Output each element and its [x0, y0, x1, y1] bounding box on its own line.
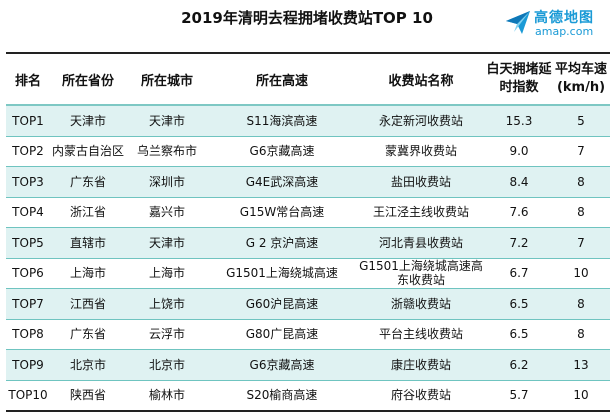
- cell-city: 嘉兴市: [126, 197, 208, 228]
- cell-city: 榆林市: [126, 380, 208, 412]
- cell-station: 蒙冀界收费站: [356, 136, 486, 167]
- cell-city: 深圳市: [126, 166, 208, 198]
- cell-rank: TOP10: [6, 380, 50, 412]
- cell-province: 江西省: [50, 288, 126, 320]
- table-row: TOP1 天津市 天津市 S11海滨高速 永定新河收费站 15.3 5: [6, 105, 610, 137]
- cell-station: 浙赣收费站: [356, 288, 486, 320]
- cell-delay-index: 5.7: [486, 380, 552, 412]
- cell-city: 乌兰察布市: [126, 136, 208, 167]
- cell-station: 平台主线收费站: [356, 319, 486, 350]
- cell-highway: S11海滨高速: [208, 105, 356, 137]
- table-row: TOP2 内蒙古自治区 乌兰察布市 G6京藏高速 蒙冀界收费站 9.0 7: [6, 136, 610, 167]
- cell-station: 河北青县收费站: [356, 227, 486, 259]
- cell-avg-speed: 10: [552, 258, 610, 289]
- cell-highway: G15W常台高速: [208, 197, 356, 228]
- cell-city: 天津市: [126, 227, 208, 259]
- cell-province: 浙江省: [50, 197, 126, 228]
- table-row: TOP3 广东省 深圳市 G4E武深高速 盐田收费站 8.4 8: [6, 166, 610, 198]
- table-row: TOP8 广东省 云浮市 G80广昆高速 平台主线收费站 6.5 8: [6, 319, 610, 350]
- toll-station-table: 排名 所在省份 所在城市 所在高速 收费站名称 白天拥堵延时指数 平均车速(km…: [6, 52, 610, 412]
- cell-delay-index: 6.5: [486, 288, 552, 320]
- cell-avg-speed: 13: [552, 349, 610, 381]
- header-highway: 所在高速: [208, 52, 356, 106]
- header-province: 所在省份: [50, 52, 126, 106]
- cell-rank: TOP9: [6, 349, 50, 381]
- paper-plane-icon: [506, 11, 530, 34]
- cell-rank: TOP3: [6, 166, 50, 198]
- cell-delay-index: 7.2: [486, 227, 552, 259]
- cell-avg-speed: 10: [552, 380, 610, 412]
- table-row: TOP9 北京市 北京市 G6京藏高速 康庄收费站 6.2 13: [6, 349, 610, 381]
- amap-logo: 高德地图 amap.com: [504, 6, 610, 40]
- cell-avg-speed: 8: [552, 319, 610, 350]
- cell-station: 康庄收费站: [356, 349, 486, 381]
- cell-rank: TOP4: [6, 197, 50, 228]
- cell-rank: TOP6: [6, 258, 50, 289]
- cell-rank: TOP1: [6, 105, 50, 137]
- cell-rank: TOP5: [6, 227, 50, 259]
- header-station: 收费站名称: [356, 52, 486, 106]
- cell-delay-index: 15.3: [486, 105, 552, 137]
- page-title: 2019年清明去程拥堵收费站TOP 10: [181, 9, 433, 27]
- cell-highway: G 2 京沪高速: [208, 227, 356, 259]
- cell-delay-index: 6.2: [486, 349, 552, 381]
- cell-city: 北京市: [126, 349, 208, 381]
- logo-text-cn: 高德地图: [534, 10, 594, 26]
- header-delay-index: 白天拥堵延时指数: [486, 52, 552, 106]
- cell-province: 广东省: [50, 166, 126, 198]
- cell-station: 府谷收费站: [356, 380, 486, 412]
- cell-station: 王江泾主线收费站: [356, 197, 486, 228]
- cell-delay-index: 6.5: [486, 319, 552, 350]
- cell-province: 内蒙古自治区: [50, 136, 126, 167]
- cell-province: 陕西省: [50, 380, 126, 412]
- cell-city: 天津市: [126, 105, 208, 137]
- cell-highway: G6京藏高速: [208, 136, 356, 167]
- header-rank: 排名: [6, 52, 50, 106]
- cell-province: 上海市: [50, 258, 126, 289]
- table-header-row: 排名 所在省份 所在城市 所在高速 收费站名称 白天拥堵延时指数 平均车速(km…: [6, 52, 610, 106]
- cell-city: 上海市: [126, 258, 208, 289]
- cell-avg-speed: 7: [552, 227, 610, 259]
- cell-avg-speed: 7: [552, 136, 610, 167]
- cell-avg-speed: 8: [552, 288, 610, 320]
- cell-highway: G1501上海绕城高速: [208, 258, 356, 289]
- cell-city: 云浮市: [126, 319, 208, 350]
- cell-highway: G4E武深高速: [208, 166, 356, 198]
- table-row: TOP6 上海市 上海市 G1501上海绕城高速 G1501上海绕城高速高东收费站 6.7…: [6, 258, 610, 289]
- cell-highway: S20榆商高速: [208, 380, 356, 412]
- cell-province: 广东省: [50, 319, 126, 350]
- cell-avg-speed: 5: [552, 105, 610, 137]
- cell-province: 直辖市: [50, 227, 126, 259]
- cell-rank: TOP7: [6, 288, 50, 320]
- cell-city: 上饶市: [126, 288, 208, 320]
- cell-delay-index: 6.7: [486, 258, 552, 289]
- cell-highway: G60沪昆高速: [208, 288, 356, 320]
- cell-station: G1501上海绕城高速高东收费站: [356, 258, 486, 289]
- cell-avg-speed: 8: [552, 166, 610, 198]
- cell-highway: G80广昆高速: [208, 319, 356, 350]
- table-row: TOP4 浙江省 嘉兴市 G15W常台高速 王江泾主线收费站 7.6 8: [6, 197, 610, 228]
- table-row: TOP5 直辖市 天津市 G 2 京沪高速 河北青县收费站 7.2 7: [6, 227, 610, 259]
- cell-station: 盐田收费站: [356, 166, 486, 198]
- logo-text-en: amap.com: [535, 25, 594, 38]
- cell-province: 北京市: [50, 349, 126, 381]
- table-row: TOP7 江西省 上饶市 G60沪昆高速 浙赣收费站 6.5 8: [6, 288, 610, 320]
- header-avg-speed: 平均车速(km/h): [552, 52, 610, 106]
- cell-highway: G6京藏高速: [208, 349, 356, 381]
- table-row: TOP10 陕西省 榆林市 S20榆商高速 府谷收费站 5.7 10: [6, 380, 610, 412]
- cell-rank: TOP8: [6, 319, 50, 350]
- cell-delay-index: 7.6: [486, 197, 552, 228]
- cell-delay-index: 8.4: [486, 166, 552, 198]
- cell-province: 天津市: [50, 105, 126, 137]
- cell-station: 永定新河收费站: [356, 105, 486, 137]
- header-city: 所在城市: [126, 52, 208, 106]
- cell-delay-index: 9.0: [486, 136, 552, 167]
- cell-avg-speed: 8: [552, 197, 610, 228]
- cell-rank: TOP2: [6, 136, 50, 167]
